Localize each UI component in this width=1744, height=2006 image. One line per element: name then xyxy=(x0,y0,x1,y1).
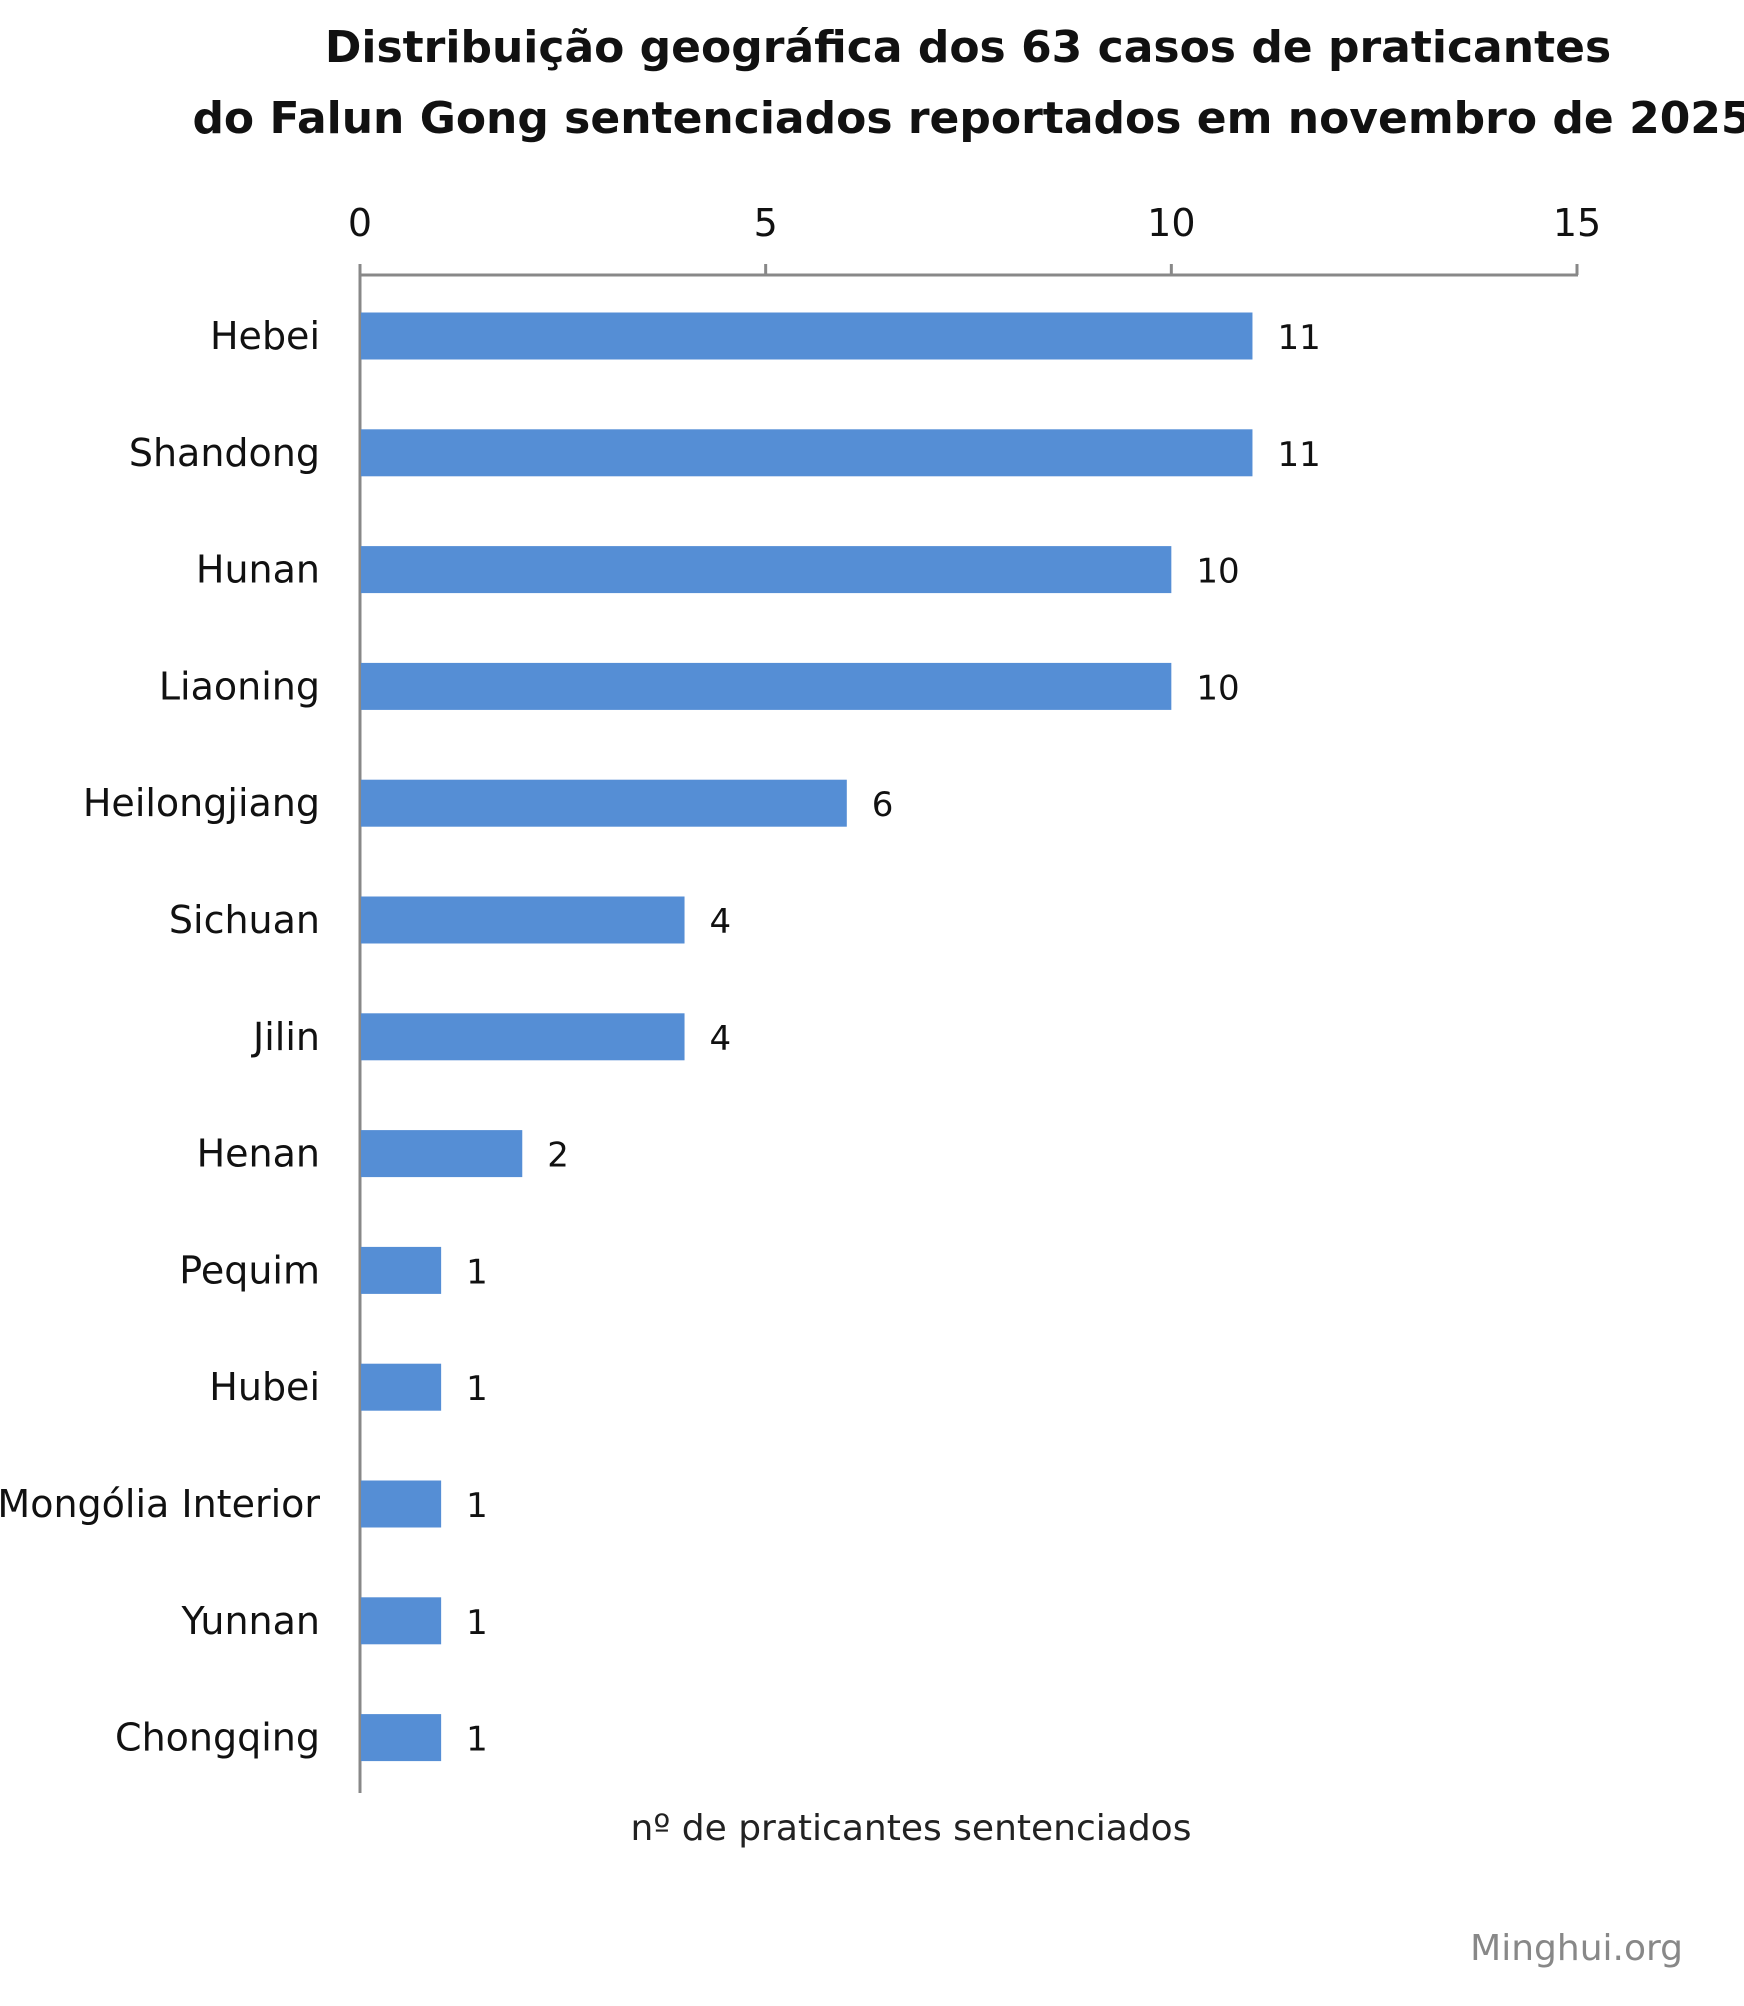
category-label: Yunnan xyxy=(181,1599,320,1643)
x-axis-title: nº de praticantes sentenciados xyxy=(631,1808,1192,1849)
x-tick-label: 15 xyxy=(1553,201,1601,245)
category-label: Hunan xyxy=(196,548,320,592)
x-tick-label: 0 xyxy=(348,201,372,245)
data-label: 11 xyxy=(1277,435,1320,475)
data-label: 6 xyxy=(872,785,894,825)
category-label: Henan xyxy=(197,1132,320,1176)
bar xyxy=(361,1714,442,1762)
data-label: 1 xyxy=(466,1252,488,1292)
bar xyxy=(361,1130,523,1178)
category-label: Mongólia Interior xyxy=(0,1482,320,1526)
bar xyxy=(361,662,1172,710)
bar xyxy=(361,1480,442,1528)
data-label: 10 xyxy=(1196,668,1239,708)
chart-title-line-1: Distribuição geográfica dos 63 casos de … xyxy=(325,22,1611,73)
data-label: 4 xyxy=(710,1019,732,1059)
data-label: 11 xyxy=(1277,318,1320,358)
data-label: 2 xyxy=(547,1136,569,1176)
data-label: 1 xyxy=(466,1720,488,1760)
category-label: Sichuan xyxy=(169,898,320,942)
data-label: 1 xyxy=(466,1369,488,1409)
category-label: Liaoning xyxy=(159,664,320,708)
category-label: Shandong xyxy=(129,431,320,475)
data-label: 1 xyxy=(466,1603,488,1643)
data-label: 4 xyxy=(710,902,732,942)
data-label: 1 xyxy=(466,1486,488,1526)
data-label: 10 xyxy=(1196,552,1239,592)
bar xyxy=(361,429,1253,477)
bar xyxy=(361,546,1172,594)
category-label: Hubei xyxy=(209,1365,320,1409)
bar xyxy=(361,312,1253,360)
bar xyxy=(361,1013,685,1061)
bar xyxy=(361,1597,442,1645)
source-credit: Minghui.org xyxy=(1470,1928,1683,1969)
bar xyxy=(361,1363,442,1411)
chart-title-line-2: do Falun Gong sentenciados reportados em… xyxy=(192,93,1744,144)
x-tick-label: 10 xyxy=(1147,201,1195,245)
category-label: Heilongjiang xyxy=(83,781,320,825)
category-label: Hebei xyxy=(210,314,320,358)
x-tick-label: 5 xyxy=(754,201,778,245)
category-label: Jilin xyxy=(251,1015,320,1059)
category-label: Pequim xyxy=(179,1248,320,1292)
bar xyxy=(361,896,685,944)
category-label: Chongqing xyxy=(115,1716,320,1760)
bar xyxy=(361,1246,442,1294)
bar xyxy=(361,779,847,827)
